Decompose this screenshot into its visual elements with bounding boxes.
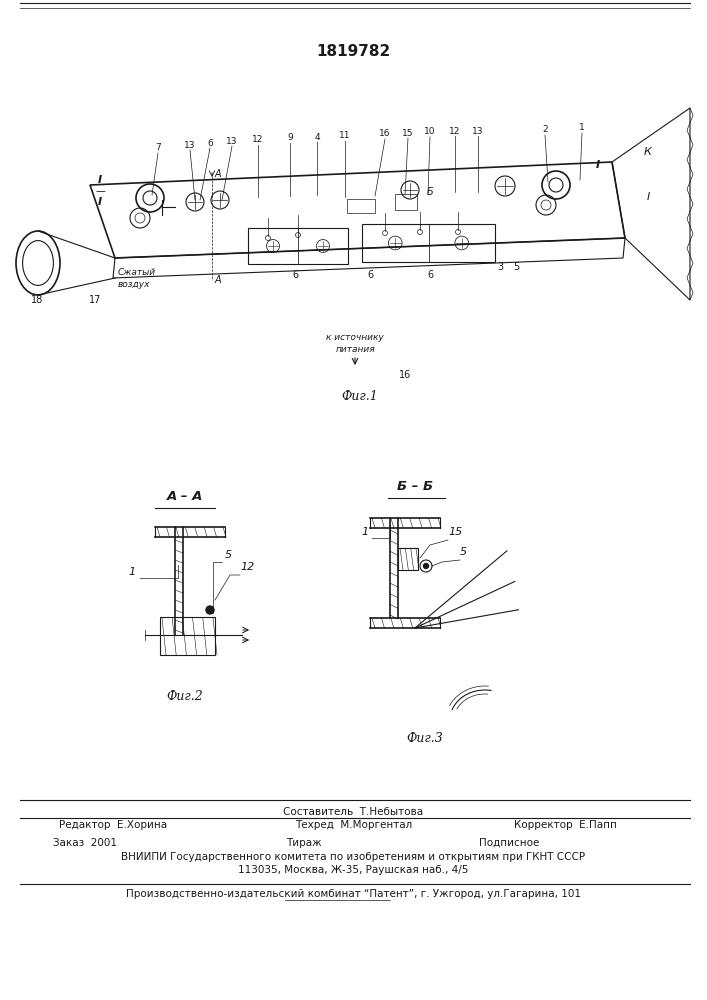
Text: 12: 12 (240, 562, 255, 572)
Text: 18: 18 (31, 295, 43, 305)
Text: 16: 16 (379, 129, 391, 138)
Text: А – А: А – А (167, 490, 203, 503)
Text: Составитель  Т.Небытова: Составитель Т.Небытова (284, 807, 423, 817)
Text: 13: 13 (226, 136, 238, 145)
Text: Б – Б: Б – Б (397, 480, 433, 493)
Text: А: А (215, 169, 221, 179)
Text: Тираж: Тираж (286, 838, 322, 848)
Circle shape (206, 606, 214, 614)
Text: I: I (596, 160, 600, 170)
Text: Фиг.1: Фиг.1 (341, 390, 378, 403)
Text: Подписное: Подписное (479, 838, 539, 848)
Text: 113035, Москва, Ж-35, Раушская наб., 4/5: 113035, Москва, Ж-35, Раушская наб., 4/5 (238, 865, 469, 875)
Text: ВНИИПИ Государственного комитета по изобретениям и открытиям при ГКНТ СССР: ВНИИПИ Государственного комитета по изоб… (122, 852, 585, 862)
Text: 1: 1 (579, 123, 585, 132)
Bar (248, 228, 348, 264)
Text: 12: 12 (450, 126, 461, 135)
Text: воздух: воздух (118, 280, 151, 289)
Text: Техред  М.Моргентал: Техред М.Моргентал (295, 820, 412, 830)
Text: 1819782: 1819782 (316, 44, 390, 60)
Text: 16: 16 (399, 370, 411, 380)
Text: 17: 17 (89, 295, 101, 305)
Text: А: А (215, 275, 221, 285)
Bar (398, 548, 418, 570)
Text: 1: 1 (129, 567, 136, 577)
Text: 6: 6 (427, 270, 433, 280)
Bar (160, 617, 215, 655)
Text: 5: 5 (224, 550, 232, 560)
Text: Редактор  Е.Хорина: Редактор Е.Хорина (59, 820, 167, 830)
Text: 13: 13 (185, 140, 196, 149)
Text: I: I (98, 175, 102, 185)
Text: —: — (95, 186, 105, 196)
Text: 12: 12 (252, 135, 264, 144)
Text: К: К (644, 147, 652, 157)
Text: Фиг.3: Фиг.3 (407, 732, 443, 745)
Text: 2: 2 (542, 125, 548, 134)
Text: 10: 10 (424, 127, 436, 136)
Text: 6: 6 (367, 270, 373, 280)
Bar (347, 199, 375, 213)
Bar (395, 194, 417, 210)
Text: 9: 9 (287, 133, 293, 142)
Text: Производственно-издательский комбинат “Патент”, г. Ужгород, ул.Гагарина, 101: Производственно-издательский комбинат “П… (126, 889, 581, 899)
Text: Заказ  2001: Заказ 2001 (53, 838, 117, 848)
Text: 3: 3 (497, 262, 503, 272)
Text: питания: питания (335, 345, 375, 354)
Text: 6: 6 (207, 138, 213, 147)
Text: 7: 7 (155, 143, 161, 152)
Text: 15: 15 (402, 128, 414, 137)
Bar (362, 224, 495, 262)
Text: I: I (646, 192, 650, 202)
Text: 13: 13 (472, 126, 484, 135)
Text: Фиг.2: Фиг.2 (167, 690, 204, 703)
Text: к источнику: к источнику (326, 333, 384, 342)
Text: 1: 1 (361, 527, 368, 537)
Text: 11: 11 (339, 131, 351, 140)
Text: 4: 4 (314, 132, 320, 141)
Text: Сжатый: Сжатый (118, 268, 156, 277)
Circle shape (423, 564, 428, 568)
Text: I: I (98, 197, 102, 207)
Text: 15: 15 (448, 527, 462, 537)
Text: 5: 5 (460, 547, 467, 557)
Text: 6: 6 (292, 270, 298, 280)
Text: Б: Б (426, 187, 433, 197)
Text: 5: 5 (513, 262, 519, 272)
Text: Корректор  Е.Папп: Корректор Е.Папп (514, 820, 617, 830)
